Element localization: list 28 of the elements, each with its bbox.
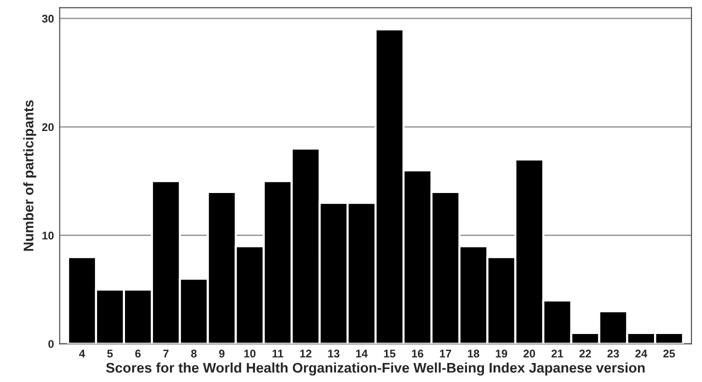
x-tick-label: 21 [551, 350, 564, 358]
x-tick-label: 15 [384, 350, 396, 358]
x-axis-title: Scores for the World Health Organization-Five Well-Being Index Japanese version [106, 362, 645, 376]
x-tick-label: 19 [496, 350, 508, 358]
x-tick-label: 17 [440, 350, 452, 358]
x-tick-label: 7 [163, 350, 169, 358]
x-tick-label: 13 [328, 350, 340, 358]
x-tick-label: 14 [356, 350, 368, 358]
x-tick-label: 25 [663, 350, 675, 358]
x-tick-label: 9 [219, 350, 224, 358]
x-tick-label: 23 [607, 350, 619, 358]
x-tick-label: 6 [135, 350, 141, 358]
x-tick-label: 4 [79, 350, 86, 358]
x-tick-label: 11 [272, 350, 284, 358]
x-tick-label: 18 [468, 350, 480, 358]
x-tick-label: 24 [635, 350, 648, 358]
x-tick-label: 8 [191, 350, 197, 358]
x-tick-label: 12 [300, 350, 312, 358]
y-tick-label: 0 [48, 340, 54, 348]
y-tick-label: 10 [42, 232, 54, 240]
x-tick-label: 20 [524, 350, 536, 358]
y-tick-label: 20 [42, 123, 54, 132]
x-tick-label: 16 [412, 350, 424, 358]
y-tick-label: 30 [42, 14, 54, 23]
x-tick-label: 22 [579, 350, 591, 358]
x-tick-label: 10 [244, 350, 256, 358]
y-axis-title: Number of participants [23, 100, 36, 251]
x-tick-label: 5 [107, 350, 113, 358]
